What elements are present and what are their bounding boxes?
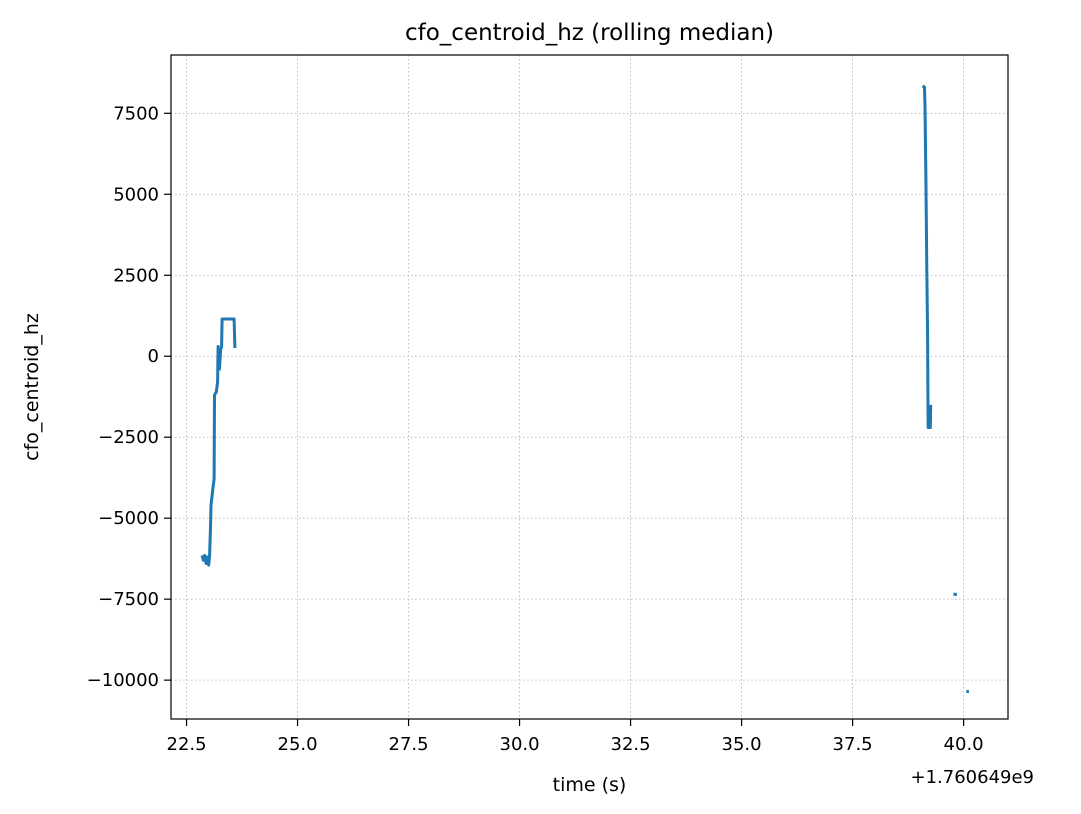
y-tick-label: −7500 [98, 589, 159, 610]
grid-layer [171, 55, 1008, 719]
x-tick-label: 25.0 [278, 734, 318, 755]
tick-layer: 22.5 25.0 27.5 30.0 32.5 35.0 37.5 40.0 7500 5000… [87, 103, 984, 755]
y-tick-label: 5000 [113, 184, 159, 205]
x-tick-label: 27.5 [389, 734, 429, 755]
series-line-segment [200, 317, 237, 567]
y-tick-label: −2500 [98, 427, 159, 448]
chart-title: cfo_centroid_hz (rolling median) [405, 20, 774, 46]
x-offset-label: +1.760649e9 [911, 767, 1035, 788]
series-line-segment [921, 84, 933, 429]
x-tick-label: 22.5 [167, 734, 207, 755]
x-tick-label: 30.0 [500, 734, 540, 755]
plot-frame [170, 54, 1009, 720]
y-axis-title: cfo_centroid_hz [21, 313, 43, 461]
x-tick-label: 32.5 [611, 734, 651, 755]
y-tick-label: 0 [148, 346, 159, 367]
x-axis-title: time (s) [553, 774, 627, 796]
y-tick-label: 7500 [113, 103, 159, 124]
series-layer [200, 84, 969, 693]
y-tick-label: 2500 [113, 265, 159, 286]
x-tick-label: 35.0 [722, 734, 762, 755]
x-tick-label: 37.5 [833, 734, 873, 755]
y-tick-label: −10000 [87, 670, 159, 691]
y-tick-label: −5000 [98, 508, 159, 529]
x-tick-label: 40.0 [944, 734, 984, 755]
